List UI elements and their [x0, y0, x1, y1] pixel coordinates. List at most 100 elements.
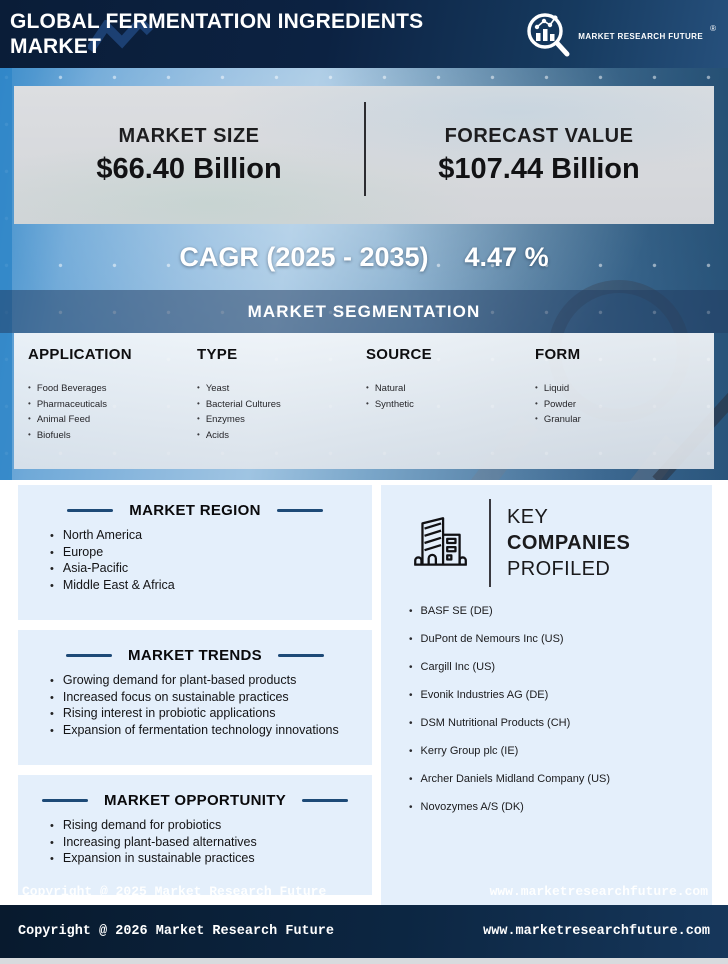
list-item: Increasing plant-based alternatives	[50, 835, 372, 852]
bottom-edge-strip	[0, 958, 728, 964]
market-opportunity-title: MARKET OPPORTUNITY	[103, 792, 287, 809]
list-item: Cargill Inc (US)	[409, 661, 702, 673]
market-region-panel: MARKET REGION North AmericaEuropeAsia-Pa…	[18, 485, 372, 620]
segmentation-heading: SOURCE	[366, 346, 432, 363]
list-item: Growing demand for plant-based products	[50, 673, 372, 690]
segmentation-column-source: SOURCE NaturalSynthetic	[366, 346, 535, 469]
list-item: Expansion of fermentation technology inn…	[50, 723, 372, 740]
list-item: Rising interest in probiotic application…	[50, 706, 372, 723]
list-item: BASF SE (DE)	[409, 605, 702, 617]
segmentation-heading: TYPE	[197, 346, 238, 363]
list-item: Increased focus on sustainable practices	[50, 690, 372, 707]
list-item: Enzymes	[197, 412, 366, 428]
footer: Copyright @ 2026 Market Research Future …	[0, 905, 728, 958]
segmentation-column-form: FORM LiquidPowderGranular	[535, 346, 704, 469]
page-title-line2: MARKET	[10, 35, 102, 58]
key-companies-title-line1: KEY	[507, 506, 549, 528]
forecast-value-block: FORECAST VALUE $107.44 Billion	[364, 125, 714, 186]
list-item: DuPont de Nemours Inc (US)	[409, 633, 702, 645]
market-region-heading-row: MARKET REGION	[18, 502, 372, 519]
brand-logo-text: MARKET RESEARCH FUTURE	[578, 32, 704, 41]
content-website-watermark[interactable]: www.marketresearchfuture.com	[489, 884, 708, 899]
key-companies-title: KEY COMPANIES PROFILED	[507, 504, 630, 582]
companies-list: BASF SE (DE) DuPont de Nemours Inc (US) Ca…	[407, 605, 702, 813]
market-opportunity-panel: MARKET OPPORTUNITY Rising demand for pro…	[18, 775, 372, 895]
page-title-line1: GLOBAL FERMENTATION INGREDIENTS	[10, 10, 424, 33]
market-trends-title: MARKET TRENDS	[128, 647, 262, 664]
segmentation-list: LiquidPowderGranular	[535, 381, 704, 428]
list-item: North America	[50, 528, 372, 545]
list-item: Evonik Industries AG (DE)	[409, 689, 702, 701]
brand-logo[interactable]: MARKET RESEARCH FUTURE ®	[523, 10, 716, 58]
market-opportunity-list: Rising demand for probioticsIncreasing p…	[18, 818, 372, 868]
header: GLOBAL FERMENTATION INGREDIENTS MARKET M…	[0, 0, 728, 68]
list-item: Pharmaceuticals	[28, 397, 197, 413]
heading-line-right	[276, 509, 323, 512]
segmentation-list: YeastBacterial CulturesEnzymesAcids	[197, 381, 366, 443]
market-region-title: MARKET REGION	[129, 502, 261, 519]
key-companies-header: KEY COMPANIES PROFILED	[407, 499, 702, 587]
market-trends-list: Growing demand for plant-based productsI…	[18, 673, 372, 739]
segmentation-panel: APPLICATION Food BeveragesPharmaceutical…	[14, 333, 714, 469]
key-companies-title-line2: COMPANIES	[507, 532, 631, 554]
list-item: Europe	[50, 545, 372, 562]
market-size-block: MARKET SIZE $66.40 Billion	[14, 125, 364, 186]
list-item: Biofuels	[28, 428, 197, 444]
heading-line-right	[302, 799, 349, 802]
footer-website-link[interactable]: www.marketresearchfuture.com	[483, 924, 710, 939]
segmentation-band: MARKET SEGMENTATION	[0, 290, 728, 333]
list-item: Synthetic	[366, 397, 535, 413]
segmentation-list: NaturalSynthetic	[366, 381, 535, 412]
stats-divider	[364, 102, 366, 196]
forecast-value-label: FORECAST VALUE	[444, 124, 634, 147]
lower-section: MARKET REGION North AmericaEuropeAsia-Pa…	[0, 480, 728, 905]
m-chart-watermark	[88, 20, 154, 52]
segmentation-list: Food BeveragesPharmaceuticalsAnimal Feed…	[28, 381, 197, 443]
list-item: Powder	[535, 397, 704, 413]
list-item: Middle East & Africa	[50, 578, 372, 595]
list-item: Expansion in sustainable practices	[50, 851, 372, 868]
market-trends-heading-row: MARKET TRENDS	[18, 647, 372, 664]
list-item: Asia-Pacific	[50, 561, 372, 578]
heading-line-left	[41, 799, 88, 802]
market-trends-panel: MARKET TRENDS Growing demand for plant-b…	[18, 630, 372, 765]
list-item: Liquid	[535, 381, 704, 397]
segmentation-heading: APPLICATION	[28, 346, 132, 363]
list-item: Natural	[366, 381, 535, 397]
cagr-value: 4.47 %	[464, 241, 549, 272]
list-item: Kerry Group plc (IE)	[409, 745, 702, 757]
list-item: Food Beverages	[28, 381, 197, 397]
list-item: Bacterial Cultures	[197, 397, 366, 413]
footer-copyright: Copyright @ 2026 Market Research Future	[18, 924, 334, 939]
heading-line-right	[277, 654, 324, 657]
hero-section: MARKET SIZE $66.40 Billion FORECAST VALU…	[0, 68, 728, 480]
key-companies-title-line3: PROFILED	[507, 558, 611, 580]
cagr-label: CAGR (2025 - 2035)	[179, 241, 429, 272]
market-size-label: MARKET SIZE	[118, 124, 260, 147]
list-item: Yeast	[197, 381, 366, 397]
building-icon	[414, 517, 467, 566]
list-item: Animal Feed	[28, 412, 197, 428]
market-region-list: North AmericaEuropeAsia-PacificMiddle Ea…	[18, 528, 372, 594]
list-item: Rising demand for probiotics	[50, 818, 372, 835]
left-column: MARKET REGION North AmericaEuropeAsia-Pa…	[18, 485, 372, 905]
magnifier-chart-logo-icon	[527, 13, 570, 57]
market-opportunity-heading-row: MARKET OPPORTUNITY	[18, 792, 372, 809]
heading-line-left	[67, 509, 114, 512]
list-item: Archer Daniels Midland Company (US)	[409, 773, 702, 785]
list-item: DSM Nutritional Products (CH)	[409, 717, 702, 729]
segmentation-column-type: TYPE YeastBacterial CulturesEnzymesAcids	[197, 346, 366, 469]
key-companies-panel: KEY COMPANIES PROFILED BASF SE (DE) DuPon…	[381, 485, 712, 905]
forecast-value-value: $107.44 Billion	[438, 152, 640, 185]
registered-trademark-symbol: ®	[710, 24, 716, 33]
list-item: Acids	[197, 428, 366, 444]
segmentation-heading: FORM	[535, 346, 581, 363]
companies-header-divider	[489, 499, 491, 587]
stats-panel: MARKET SIZE $66.40 Billion FORECAST VALU…	[14, 86, 714, 224]
cagr-row: CAGR (2025 - 2035) 4.47 %	[0, 224, 728, 290]
content-copyright-watermark: Copyright @ 2025 Market Research Future	[22, 884, 327, 899]
page-title: GLOBAL FERMENTATION INGREDIENTS MARKET	[10, 9, 423, 59]
list-item: Granular	[535, 412, 704, 428]
segmentation-title: MARKET SEGMENTATION	[247, 301, 481, 321]
